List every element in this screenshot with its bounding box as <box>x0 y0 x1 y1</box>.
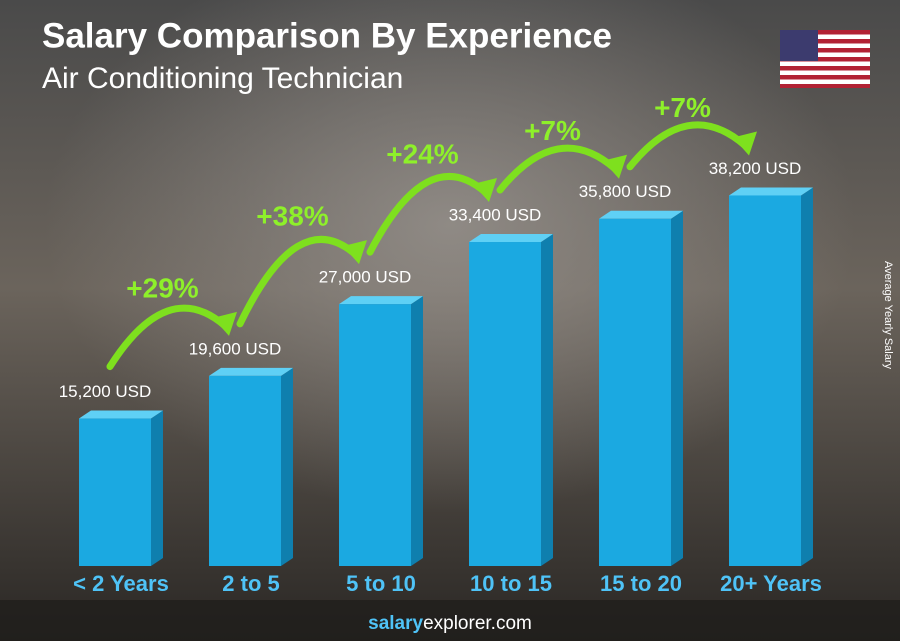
change-arrowhead <box>213 311 237 336</box>
footer-domain: explorer.com <box>423 613 532 634</box>
change-arrowhead <box>343 240 367 265</box>
change-arrowhead <box>603 154 627 179</box>
bar-top <box>729 187 813 196</box>
chart-title: Salary Comparison By Experience <box>42 16 612 55</box>
bar <box>339 304 411 566</box>
bar <box>729 195 801 566</box>
bar-top <box>209 367 293 376</box>
bar-side <box>801 187 813 566</box>
change-label: +7% <box>654 92 711 123</box>
bar-top <box>339 296 423 305</box>
footer-brand: salary <box>368 613 423 634</box>
value-label: 15,200 USD <box>59 382 152 401</box>
bar-side <box>281 367 293 566</box>
flag <box>780 30 870 88</box>
x-tick-label: 5 to 10 <box>346 571 416 596</box>
change-arrow <box>366 173 489 256</box>
value-label: 38,200 USD <box>709 159 802 178</box>
x-tick-label: 15 to 20 <box>600 571 682 596</box>
change-arrow <box>106 304 229 371</box>
change-label: +29% <box>126 272 198 303</box>
x-tick-label: 2 to 5 <box>222 571 279 596</box>
change-label: +38% <box>256 200 328 231</box>
chart-subtitle: Air Conditioning Technician <box>42 62 403 95</box>
bar-top <box>79 410 163 419</box>
bar-side <box>151 410 163 566</box>
x-tick-label: < 2 Years <box>73 571 169 596</box>
footer-band <box>0 600 900 641</box>
bar <box>469 242 541 566</box>
bar-side <box>411 296 423 566</box>
value-label: 27,000 USD <box>319 268 412 287</box>
bar <box>599 218 671 567</box>
footer: salaryexplorer.com <box>368 613 532 634</box>
bar-side <box>671 210 683 567</box>
change-label: +7% <box>524 115 581 146</box>
change-arrowhead <box>733 131 757 156</box>
value-label: 35,800 USD <box>579 182 672 201</box>
change-arrow <box>236 235 359 328</box>
x-tick-label: 20+ Years <box>720 571 822 596</box>
change-arrowhead <box>473 178 497 203</box>
change-arrow <box>496 144 619 194</box>
bar <box>79 418 151 566</box>
y-axis-label: Average Yearly Salary <box>882 261 894 370</box>
bar <box>209 375 281 566</box>
change-arrow <box>626 121 749 171</box>
x-tick-label: 10 to 15 <box>470 571 552 596</box>
bar-top <box>599 210 683 219</box>
bar-top <box>469 234 553 243</box>
change-label: +24% <box>386 138 458 169</box>
value-label: 33,400 USD <box>449 206 542 225</box>
value-label: 19,600 USD <box>189 339 282 358</box>
bar-side <box>541 234 553 566</box>
